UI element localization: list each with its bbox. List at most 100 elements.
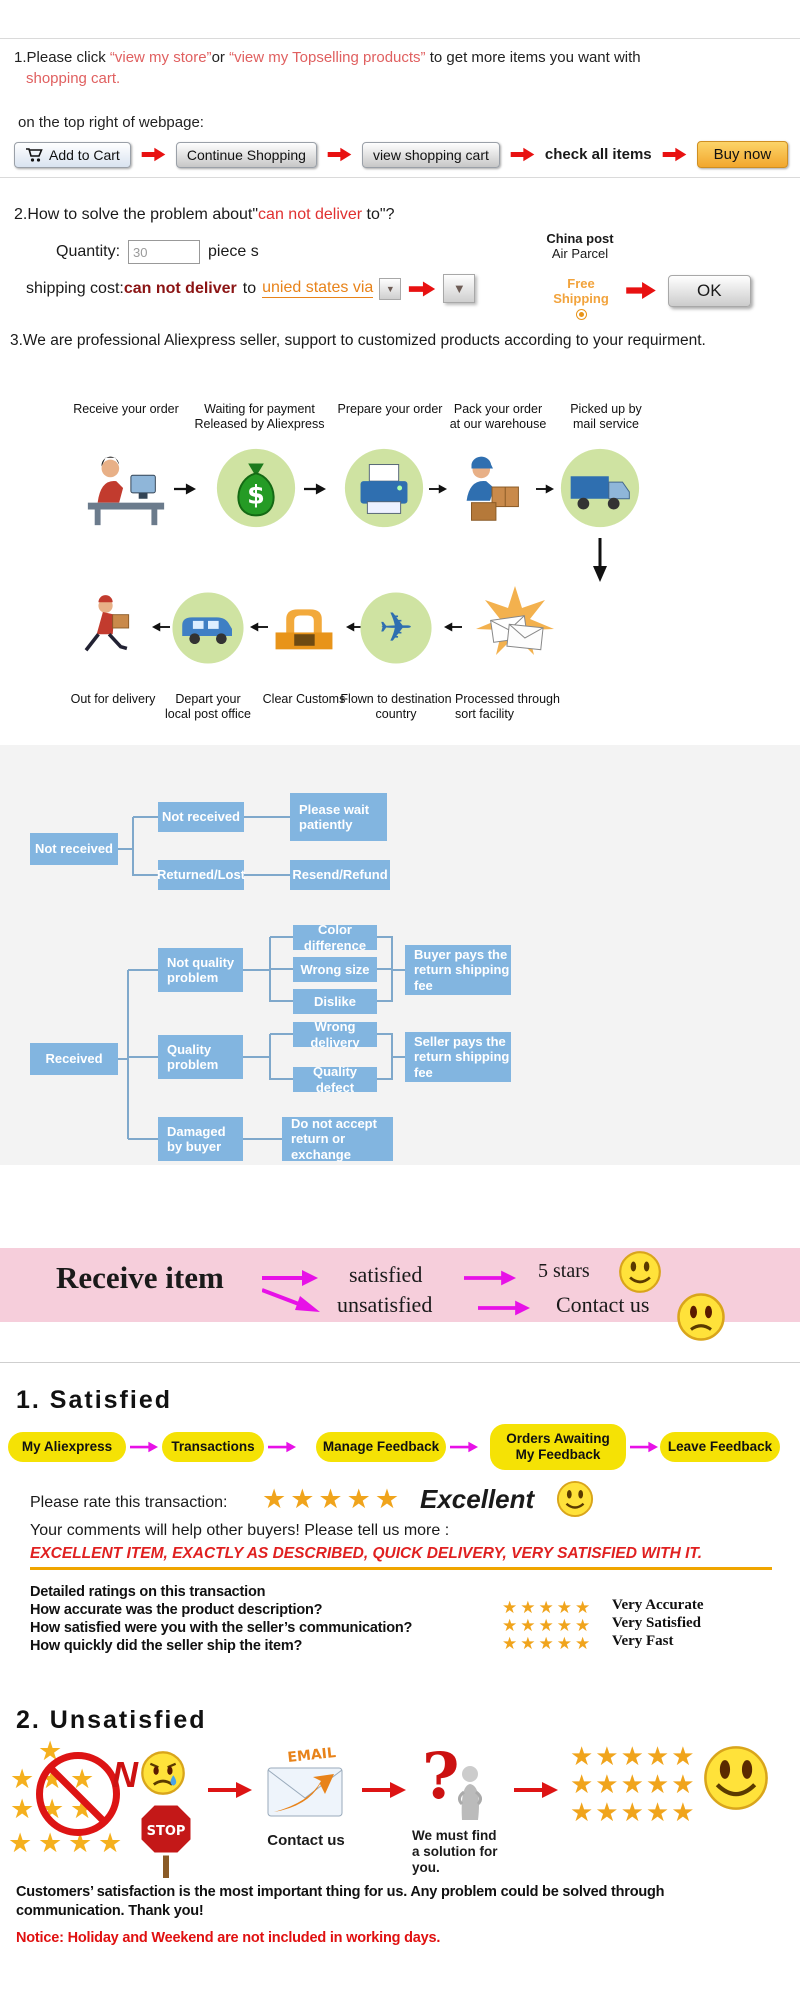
quantity-row: Quantity: piece s — [56, 240, 259, 264]
rating-stars[interactable]: ★★★★★ — [502, 1634, 594, 1653]
excellent-label: Excellent — [420, 1484, 535, 1514]
flow-node-resend-refund: Resend/Refund — [290, 860, 390, 890]
flow-node-not-received: Not received — [158, 802, 244, 832]
arrow-down-icon — [593, 538, 607, 582]
star-icon: ★ — [98, 1828, 123, 1858]
country-dropdown[interactable]: ▼ — [379, 277, 402, 300]
divider-2 — [0, 177, 800, 178]
flow-node-received-root: Received — [30, 1043, 118, 1075]
continue-shopping-button[interactable]: Continue Shopping — [175, 141, 317, 168]
quantity-input[interactable] — [128, 240, 201, 264]
process-step-label: Prepare your order — [337, 402, 443, 416]
flow-node-no-return: Do not accept return or exchange — [282, 1116, 393, 1162]
star-row: ★★★★★ — [570, 1769, 697, 1799]
flow-node-quality-problem: Quality problem — [158, 1035, 243, 1079]
red-arrow-icon — [510, 147, 535, 162]
flow-node-seller-pays: Seller pays the return shipping fee — [405, 1032, 511, 1082]
rating-answer: Very Satisfied — [612, 1615, 702, 1631]
red-arrow-icon — [362, 1782, 406, 1798]
heading-text: 2.How to solve the problem about" — [14, 206, 259, 223]
para1-text: 1.Please click — [14, 49, 110, 66]
pickup-truck-icon — [560, 448, 640, 528]
red-arrow-icon — [141, 147, 166, 162]
footer-line2: communication. Thank you! — [16, 1903, 204, 1919]
pill-my-aliexpress[interactable]: My Aliexpress — [8, 1432, 126, 1462]
process-step-label: Flown to destination country — [340, 692, 452, 721]
fifteen-stars-block: ★★★★★ ★★★★★ ★★★★★ — [570, 1742, 697, 1826]
satisfied-heading: 1. Satisfied — [16, 1386, 172, 1414]
cart-flow-row: Add to Cart Continue Shopping view shopp… — [14, 141, 789, 168]
heading-red-text: can not deliver — [258, 206, 363, 223]
view-shopping-cart-button[interactable]: view shopping cart — [361, 141, 500, 168]
email-label: EMAIL — [287, 1745, 337, 1766]
rating-question: How satisfied were you with the seller’s… — [30, 1620, 413, 1636]
divider-top — [0, 38, 800, 39]
prohibition-icon — [36, 1752, 120, 1836]
receive-order-icon — [87, 456, 165, 526]
red-arrow-icon — [327, 147, 352, 162]
arrow-left-icon — [152, 622, 170, 632]
receive-item-banner: Receive item satisfied 5 stars unsatisfi… — [0, 1248, 800, 1341]
country-link[interactable]: unied states via — [262, 279, 374, 298]
flow-node-returned-lost: Returned/Lost — [157, 860, 245, 890]
magenta-arrow-icon — [262, 1288, 320, 1312]
magenta-arrow-icon — [630, 1441, 658, 1453]
shipping-row: shipping cost: can not deliver to unied s… — [26, 274, 476, 303]
flow-node-color-difference: Color difference — [293, 922, 377, 953]
solution-caption: We must find a solution for you. — [412, 1828, 522, 1876]
buy-now-button[interactable]: Buy now — [696, 141, 789, 168]
star-icon: ★ — [10, 1794, 35, 1824]
smiley-big-happy-icon — [704, 1746, 768, 1810]
process-step-label: Out for delivery — [70, 692, 156, 706]
pill-manage-feedback[interactable]: Manage Feedback — [316, 1432, 446, 1462]
rating-stars[interactable]: ★★★★★ — [502, 1616, 594, 1635]
arrow-left-icon — [444, 622, 462, 632]
red-arrow-icon — [514, 1782, 558, 1798]
red-arrow-icon — [626, 282, 656, 299]
china-post-block: China post Air Parcel — [530, 231, 630, 261]
view-shopping-cart-label: view shopping cart — [372, 146, 489, 163]
smiley-crying-icon — [141, 1751, 185, 1795]
printer-icon — [344, 448, 424, 528]
add-to-cart-label: Add to Cart — [49, 146, 120, 163]
email-envelope-icon: EMAIL — [267, 1745, 343, 1817]
mail-sorting-icon — [476, 586, 554, 655]
free-shipping-line2: Shipping — [553, 291, 609, 306]
order-process-diagram: Receive your order Waiting for payment Re… — [0, 392, 800, 745]
arrow-right-icon — [174, 483, 196, 495]
stop-label: STOP — [147, 1824, 186, 1839]
out-for-delivery-icon — [84, 595, 130, 652]
footer-notice: Notice: Holiday and Weekend are not incl… — [16, 1930, 441, 1946]
ok-button[interactable]: OK — [668, 275, 751, 307]
rating-stars[interactable]: ★★★★★ — [502, 1598, 594, 1617]
process-step-label: Depart your local post office — [165, 692, 251, 721]
magenta-arrow-icon — [450, 1441, 478, 1453]
topselling-products-link[interactable]: “view my Topselling products” — [229, 49, 426, 66]
comments-hint: Your comments will help other buyers! Pl… — [30, 1522, 450, 1539]
free-shipping-radio[interactable] — [575, 309, 587, 320]
contact-us-caption: Contact us — [267, 1832, 345, 1849]
view-my-store-link[interactable]: “view my store” — [109, 49, 212, 66]
pill-orders-awaiting[interactable]: Orders Awaiting My Feedback — [490, 1424, 626, 1470]
question-mark-figure-icon: ? — [422, 1740, 483, 1820]
star-row: ★★★★★ — [570, 1797, 697, 1827]
five-stars-label: 5 stars — [538, 1260, 590, 1282]
rating-stars[interactable]: ★★★★★ — [262, 1484, 404, 1514]
shipping-method-dropdown[interactable]: ▼ — [443, 274, 476, 303]
shipping-label: shipping cost: — [26, 279, 124, 297]
process-step-label: Pack your order at our warehouse — [449, 402, 547, 431]
flow-node-buyer-pays: Buyer pays the return shipping fee — [405, 945, 511, 995]
para1-text: or — [211, 49, 230, 66]
red-arrow-icon — [409, 281, 436, 296]
pill-transactions[interactable]: Transactions — [162, 1432, 264, 1462]
pill-leave-feedback[interactable]: Leave Feedback — [660, 1432, 780, 1462]
customs-scanner-icon — [275, 609, 333, 650]
add-to-cart-button[interactable]: Add to Cart — [14, 141, 131, 168]
solution-line: you. — [412, 1860, 440, 1875]
shopping-cart-link[interactable]: shopping cart. — [26, 70, 121, 87]
para1-text: to get more items you want with — [425, 49, 641, 66]
cannot-deliver-text: can not deliver — [123, 279, 237, 297]
process-step-label: Receive your order — [73, 402, 179, 416]
rating-question: How quickly did the seller ship the item… — [30, 1638, 303, 1654]
